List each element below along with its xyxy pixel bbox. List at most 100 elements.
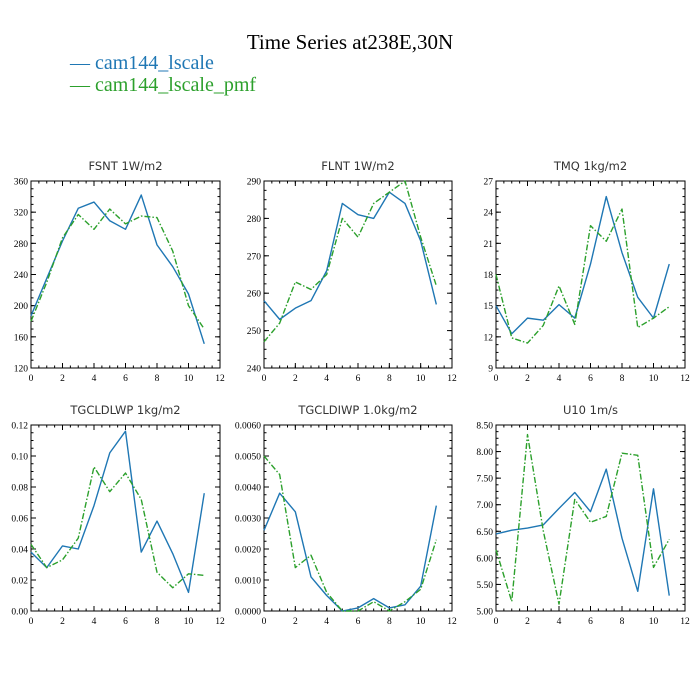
y-tick-label: 200: [14, 302, 29, 312]
series-line-cam144-lscale: [495, 468, 670, 596]
legend-item-lscale: — cam144_lscale: [70, 52, 256, 74]
x-tick-label: 10: [184, 617, 194, 627]
legend-swatch-lscale: —: [70, 52, 95, 74]
y-tick-label: 0.0000: [235, 608, 261, 618]
y-tick-label: 18: [484, 271, 494, 281]
x-tick-label: 6: [356, 617, 361, 627]
plot-frame: [30, 424, 221, 612]
x-tick-label: 8: [620, 617, 625, 627]
y-tick-label: 260: [247, 290, 262, 300]
y-tick-label: 0.0020: [235, 546, 261, 556]
legend: — cam144_lscale — cam144_lscale_pmf: [70, 52, 256, 96]
y-tick-label: 9: [488, 365, 493, 375]
y-tick-label: 240: [14, 271, 29, 281]
y-tick-label: 280: [14, 240, 29, 250]
x-tick-label: 10: [416, 617, 426, 627]
panel-title: U10 1m/s: [563, 403, 618, 417]
y-tick-label: 0.12: [11, 422, 28, 432]
y-tick-label: 7.00: [476, 501, 493, 511]
y-tick-label: 6.50: [476, 528, 493, 538]
x-tick-label: 4: [557, 374, 562, 384]
plot-frame: [263, 180, 453, 369]
x-tick-label: 4: [324, 617, 329, 627]
x-tick-label: 6: [123, 374, 128, 384]
panel-title: TGCLDIWP 1.0kg/m2: [297, 403, 417, 417]
x-tick-label: 10: [649, 374, 659, 384]
y-tick-label: 0.0040: [235, 484, 261, 494]
y-tick-label: 21: [484, 240, 494, 250]
x-tick-label: 8: [155, 617, 160, 627]
y-tick-label: 0.00: [11, 608, 28, 618]
panel-title: TMQ 1kg/m2: [553, 159, 627, 173]
x-tick-label: 8: [155, 374, 160, 384]
x-tick-label: 12: [215, 617, 225, 627]
y-tick-label: 120: [14, 365, 29, 375]
x-tick-label: 2: [293, 617, 298, 627]
x-tick-label: 10: [184, 374, 194, 384]
x-tick-label: 4: [557, 617, 562, 627]
y-tick-label: 250: [247, 327, 262, 337]
y-tick-label: 270: [247, 252, 262, 262]
x-tick-label: 12: [680, 374, 690, 384]
panel-2: FLNT 1W/m2 0 2 4 6 8 10 12 240 250 260 270 280 290: [247, 159, 457, 384]
series-line-cam144-lscale: [263, 492, 438, 612]
panel-5: TGCLDIWP 1.0kg/m2 0 2 4 6 8 10 12 0.0000 0.0010 0.…: [235, 403, 457, 627]
x-tick-label: 12: [215, 374, 225, 384]
legend-item-lscale-pmf: — cam144_lscale_pmf: [70, 74, 256, 96]
x-tick-label: 8: [620, 374, 625, 384]
x-tick-label: 4: [92, 374, 97, 384]
x-tick-label: 0: [29, 374, 34, 384]
x-tick-label: 6: [588, 617, 593, 627]
y-tick-label: 12: [484, 333, 494, 343]
x-tick-label: 0: [494, 617, 499, 627]
x-tick-label: 4: [324, 374, 329, 384]
series-line-cam144-lscale-pmf: [263, 180, 437, 343]
x-tick-label: 2: [525, 617, 530, 627]
x-tick-label: 6: [588, 374, 593, 384]
x-tick-label: 10: [649, 617, 659, 627]
x-tick-label: 2: [293, 374, 298, 384]
x-tick-label: 0: [494, 374, 499, 384]
figure-title: Time Series at238E,30N: [246, 30, 454, 54]
y-tick-label: 24: [484, 209, 494, 219]
plot-frame: [263, 424, 453, 612]
y-tick-label: 15: [484, 302, 494, 312]
x-tick-label: 2: [525, 374, 530, 384]
y-tick-label: 290: [247, 178, 262, 188]
legend-label-lscale: cam144_lscale: [95, 52, 214, 74]
series-line-cam144-lscale-pmf: [495, 433, 670, 605]
x-tick-label: 10: [416, 374, 426, 384]
y-tick-label: 0.0030: [235, 515, 261, 525]
x-tick-label: 2: [60, 617, 65, 627]
y-tick-label: 27: [484, 178, 494, 188]
panel-title: FLNT 1W/m2: [321, 159, 394, 173]
y-tick-label: 0.08: [11, 484, 28, 494]
x-tick-label: 12: [447, 617, 457, 627]
plot-frame: [30, 180, 221, 369]
series-line-cam144-lscale-pmf: [263, 455, 437, 612]
y-tick-label: 240: [247, 365, 262, 375]
x-tick-label: 12: [680, 617, 690, 627]
plot-frame: [495, 424, 686, 612]
y-tick-label: 8.50: [476, 422, 493, 432]
x-tick-label: 0: [262, 374, 267, 384]
series-line-cam144-lscale: [30, 194, 205, 345]
x-tick-label: 8: [387, 617, 392, 627]
legend-label-lscale-pmf: cam144_lscale_pmf: [95, 74, 257, 96]
y-tick-label: 280: [247, 215, 262, 225]
panel-6: U10 1m/s 0 2 4 6 8 10 12 5.00 5.50 6.00 6.50 7.00 7.5…: [476, 403, 690, 627]
panel-title: FSNT 1W/m2: [88, 159, 162, 173]
y-tick-label: 160: [14, 333, 29, 343]
series-line-cam144-lscale-pmf: [30, 208, 205, 330]
y-tick-label: 8.00: [476, 448, 493, 458]
series-line-cam144-lscale: [263, 191, 438, 321]
y-tick-label: 5.50: [476, 581, 493, 591]
x-tick-label: 8: [387, 374, 392, 384]
y-tick-label: 0.0010: [235, 577, 261, 587]
x-tick-label: 0: [262, 617, 267, 627]
y-tick-label: 0.04: [11, 546, 28, 556]
y-tick-label: 7.50: [476, 475, 493, 485]
series-line-cam144-lscale: [30, 430, 205, 594]
